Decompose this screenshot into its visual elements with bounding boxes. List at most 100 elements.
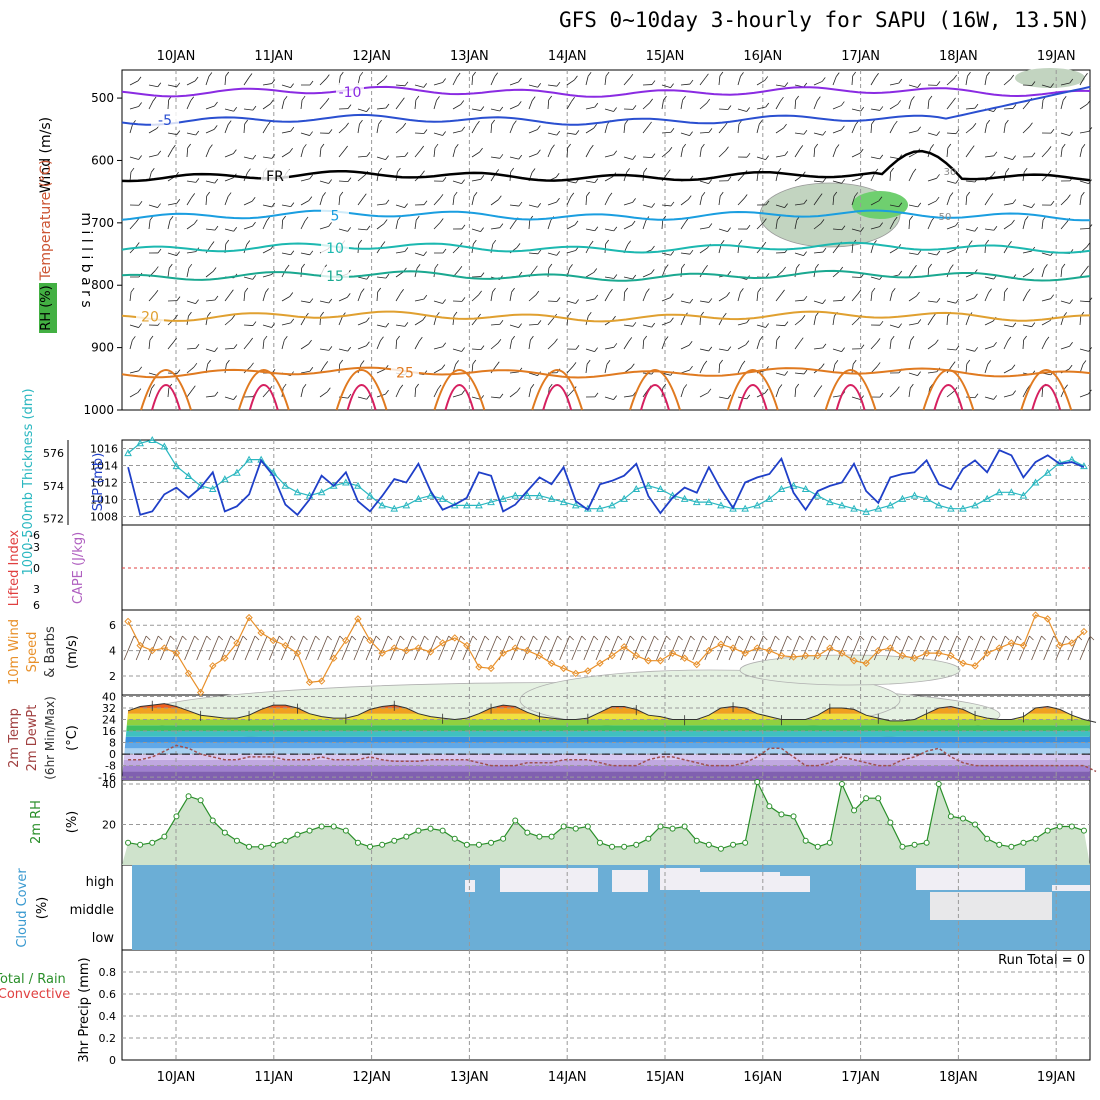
wind-barb: [927, 100, 930, 110]
wind-barb: [946, 315, 949, 326]
thickness-line: [127, 439, 1085, 513]
wind-barb: [176, 82, 181, 88]
li-tick-label: 3: [33, 583, 40, 596]
ylabel-speed: Speed: [25, 632, 40, 673]
wind-barb: [708, 223, 713, 228]
rh-point: [621, 843, 628, 850]
wind-barb: [214, 391, 219, 397]
wind-barb: [756, 245, 764, 254]
wind-barb-10m: [486, 635, 498, 661]
wind-barb: [547, 268, 550, 278]
thickness-point: [947, 504, 955, 512]
wind-barb: [224, 347, 235, 350]
wind-barb: [566, 250, 576, 254]
wind-barb: [917, 126, 922, 131]
wind-speed-point: [668, 649, 677, 657]
wind-barb: [415, 383, 419, 389]
rh-point: [645, 835, 652, 842]
wind-barb: [209, 144, 213, 149]
wind-barb: [965, 149, 972, 158]
wind-barb: [537, 249, 542, 255]
wind-barb: [775, 154, 785, 158]
wind-barb: [623, 124, 626, 134]
wind-barb: [986, 71, 990, 77]
wind-barb: [585, 180, 595, 184]
wind-barb: [795, 95, 799, 101]
wind-barb: [832, 148, 837, 158]
wind-barb: [433, 368, 443, 374]
thickness-point: [801, 484, 810, 493]
wind-barb: [756, 80, 765, 86]
rh-point: [935, 781, 942, 788]
thickness-point: [317, 488, 326, 496]
wind-barb: [1060, 268, 1063, 278]
wind-barb: [955, 221, 959, 227]
wind-barb: [556, 130, 561, 136]
wind-barb: [651, 322, 656, 328]
rh-point: [814, 843, 821, 850]
wind-barb: [395, 84, 405, 87]
wind-barb: [1012, 390, 1016, 395]
wind-barb: [167, 268, 170, 278]
wind-barb: [423, 294, 428, 300]
wind-barb: [471, 151, 480, 158]
wind-barb: [129, 222, 137, 230]
wind-barb: [765, 200, 770, 206]
wind-barb: [651, 153, 656, 158]
wind-speed-point: [317, 677, 326, 685]
wind-barb: [205, 180, 215, 184]
thickness-point: [378, 501, 386, 509]
wind-barb: [681, 263, 686, 269]
thickness-point: [898, 494, 907, 502]
wind-barb-10m: [883, 635, 889, 641]
wind-barb: [984, 364, 989, 374]
wind-barb: [817, 96, 821, 101]
wind-barb: [300, 178, 310, 182]
wind-barb: [813, 316, 817, 326]
wind-barb-10m: [1079, 635, 1091, 661]
wind-barb: [740, 72, 744, 77]
temp-contour-label: 20: [141, 309, 159, 325]
wind-barb: [1031, 203, 1035, 208]
temp-contour--5: [121, 85, 1091, 126]
wind-barb-10m: [714, 635, 720, 641]
wind-barb: [338, 348, 348, 352]
wind-barb: [764, 388, 769, 394]
wind-barb: [699, 148, 702, 158]
wind-barb: [547, 342, 555, 350]
wind-barb: [442, 342, 447, 348]
wind-barb: [148, 340, 151, 350]
wind-barb: [186, 147, 189, 158]
temp-contour-15: [121, 269, 1091, 282]
wind-barb-10m: [268, 635, 280, 661]
wind-barb: [376, 340, 381, 350]
wind-barb: [680, 132, 690, 137]
wind-barb: [680, 388, 685, 398]
wind-barb: [480, 106, 485, 111]
wind-barb: [339, 191, 344, 197]
wind-barb: [699, 364, 705, 374]
wind-speed-point: [826, 644, 834, 652]
wind-speed-point: [463, 641, 471, 650]
rh-point: [996, 841, 1003, 848]
ylabel-2mdewpt: 2m DewPt: [25, 705, 40, 772]
wind-barb: [129, 324, 139, 328]
wind-barb: [917, 202, 922, 208]
temp-contour-loop: [1020, 369, 1073, 411]
wind-speed-point: [801, 651, 810, 660]
wind-barb: [186, 100, 192, 110]
chart-title: GFS 0~10day 3-hourly for SAPU (16W, 13.5…: [558, 8, 1090, 32]
wind-barb: [993, 395, 997, 400]
temp-tick-label: 24: [102, 713, 116, 726]
thickness-point: [463, 501, 471, 509]
wind-barb-10m: [377, 635, 389, 661]
date-label-top: 18JAN: [939, 49, 978, 64]
wind-barb-10m: [317, 635, 329, 661]
rh-point: [596, 839, 603, 846]
wind-barb: [547, 317, 555, 326]
wind-speed-point: [862, 659, 870, 667]
wind-speed-point: [971, 662, 979, 670]
wind-barb: [1022, 126, 1030, 134]
wind-barb: [491, 119, 495, 125]
wind-barb: [528, 100, 533, 110]
